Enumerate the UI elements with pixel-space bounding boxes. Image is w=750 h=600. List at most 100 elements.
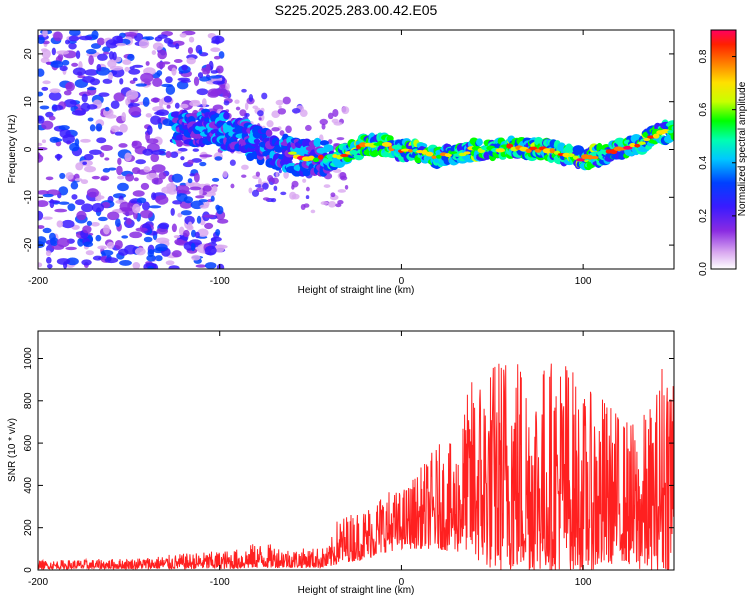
noise-blob [210, 70, 218, 74]
noise-blob [199, 154, 213, 158]
noise-blob [51, 47, 56, 56]
ridge-core [359, 142, 368, 148]
noise-blob [105, 114, 117, 119]
spectrogram-x-label: Height of straight line (km) [298, 285, 415, 296]
noise-blob [95, 234, 102, 242]
noise-blob [87, 117, 94, 122]
ridge-blob [313, 137, 322, 148]
y-tick-label: 0 [23, 567, 34, 573]
noise-blob [103, 224, 110, 235]
noise-blob [271, 127, 280, 132]
noise-blob [132, 262, 141, 269]
noise-blob [136, 197, 147, 204]
noise-blob [204, 245, 217, 256]
noise-blob [49, 88, 61, 94]
noise-blob [273, 185, 278, 192]
noise-blob [241, 174, 247, 178]
noise-blob [129, 80, 136, 84]
noise-blob [108, 72, 114, 81]
noise-blob [128, 106, 142, 117]
noise-blob [62, 133, 75, 144]
noise-blob [41, 120, 54, 130]
noise-blob [339, 172, 347, 180]
ridge-core [529, 146, 538, 151]
noise-blob [165, 84, 176, 95]
noise-blob [174, 238, 185, 245]
noise-blob [132, 190, 145, 197]
noise-blob [114, 239, 123, 250]
noise-blob [258, 117, 262, 121]
y-tick-label: 20 [23, 48, 34, 60]
snr-marks [38, 363, 674, 570]
noise-blob [241, 88, 247, 93]
noise-blob [151, 164, 166, 173]
noise-blob [146, 138, 159, 144]
noise-blob [114, 218, 121, 228]
noise-blob [96, 37, 105, 46]
ridge-blob [475, 138, 483, 147]
ridge-core [373, 142, 382, 146]
colorbar-tick-label: 0.8 [698, 49, 709, 63]
noise-blob [39, 105, 50, 110]
ridge-core [587, 154, 593, 160]
noise-blob [129, 231, 143, 239]
ridge-core [448, 151, 458, 155]
noise-blob [138, 39, 150, 49]
noise-blob [291, 108, 301, 114]
noise-blob [177, 212, 183, 218]
noise-blob [140, 182, 150, 190]
noise-blob [100, 144, 113, 152]
noise-blob [106, 241, 115, 249]
ridge-core [634, 143, 641, 148]
noise-blob [145, 36, 155, 41]
noise-blob [125, 89, 139, 100]
y-tick-label: 400 [23, 477, 34, 494]
noise-blob [85, 48, 97, 55]
noise-blob [48, 91, 62, 101]
noise-blob [331, 118, 339, 124]
noise-blob [251, 189, 260, 197]
noise-blob [196, 88, 209, 96]
noise-blob [114, 131, 124, 136]
noise-blob [110, 100, 120, 109]
snr-x-label: Height of straight line (km) [298, 585, 415, 596]
noise-blob [332, 109, 339, 117]
y-tick-label: -10 [23, 190, 34, 205]
noise-blob [104, 157, 110, 161]
noise-blob [155, 255, 163, 262]
snr-x-ticks: -200 -100 0 100 [28, 331, 592, 588]
noise-blob [199, 161, 207, 167]
x-tick-label: -200 [28, 577, 48, 588]
ridge-blob [265, 129, 273, 137]
noise-blob [245, 112, 250, 117]
ridge-core [391, 144, 401, 150]
noise-blob [151, 177, 163, 185]
noise-blob [46, 61, 52, 65]
x-tick-label: -200 [28, 276, 48, 287]
noise-blob [216, 65, 224, 74]
noise-blob [168, 265, 180, 269]
noise-blob [59, 172, 66, 179]
chart-title: S225.2025.283.00.42.E05 [275, 2, 438, 18]
noise-blob [179, 103, 189, 109]
noise-blob [252, 105, 259, 110]
noise-blob [126, 217, 132, 225]
noise-blob [41, 139, 47, 144]
ridge-core [332, 154, 338, 158]
noise-blob [155, 195, 169, 205]
noise-blob [116, 175, 125, 180]
noise-blob [89, 149, 102, 155]
ridge-core [623, 145, 633, 150]
noise-blob [80, 138, 91, 143]
y-tick-label: 200 [23, 519, 34, 536]
noise-blob [58, 125, 70, 131]
noise-blob [80, 179, 89, 185]
noise-blob [204, 222, 214, 230]
noise-blob [148, 205, 162, 209]
noise-blob [187, 178, 193, 184]
noise-blob [86, 220, 93, 227]
noise-blob [150, 115, 161, 125]
noise-blob [319, 118, 328, 126]
noise-blob [121, 112, 127, 122]
y-tick-label: -20 [23, 237, 34, 252]
